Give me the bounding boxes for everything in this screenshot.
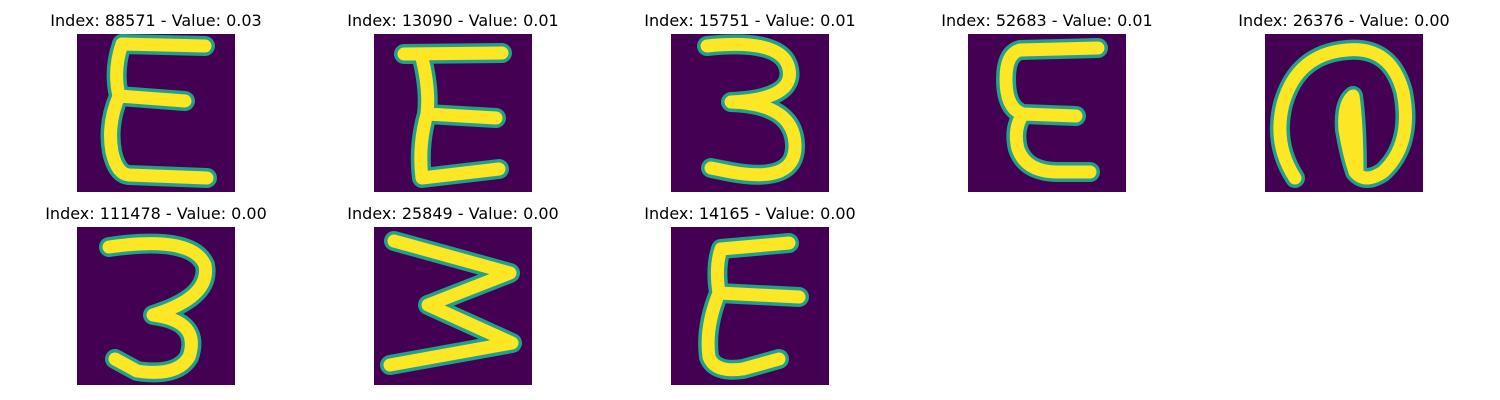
panel-title: Index: 26376 - Value: 0.00 <box>1238 11 1450 30</box>
digit-image <box>374 227 532 385</box>
digit-image <box>968 34 1126 192</box>
panel-title: Index: 111478 - Value: 0.00 <box>45 204 267 223</box>
digit-image <box>1265 34 1423 192</box>
panel-title: Index: 25849 - Value: 0.00 <box>347 204 559 223</box>
panel-title: Index: 15751 - Value: 0.01 <box>644 11 856 30</box>
digit-image <box>77 34 235 192</box>
panel-title: Index: 52683 - Value: 0.01 <box>941 11 1153 30</box>
panel-title: Index: 13090 - Value: 0.01 <box>347 11 559 30</box>
digit-image <box>671 227 829 385</box>
panel-title: Index: 88571 - Value: 0.03 <box>50 11 262 30</box>
digit-image <box>671 34 829 192</box>
digit-image <box>374 34 532 192</box>
digit-image <box>77 227 235 385</box>
panel-title: Index: 14165 - Value: 0.00 <box>644 204 856 223</box>
